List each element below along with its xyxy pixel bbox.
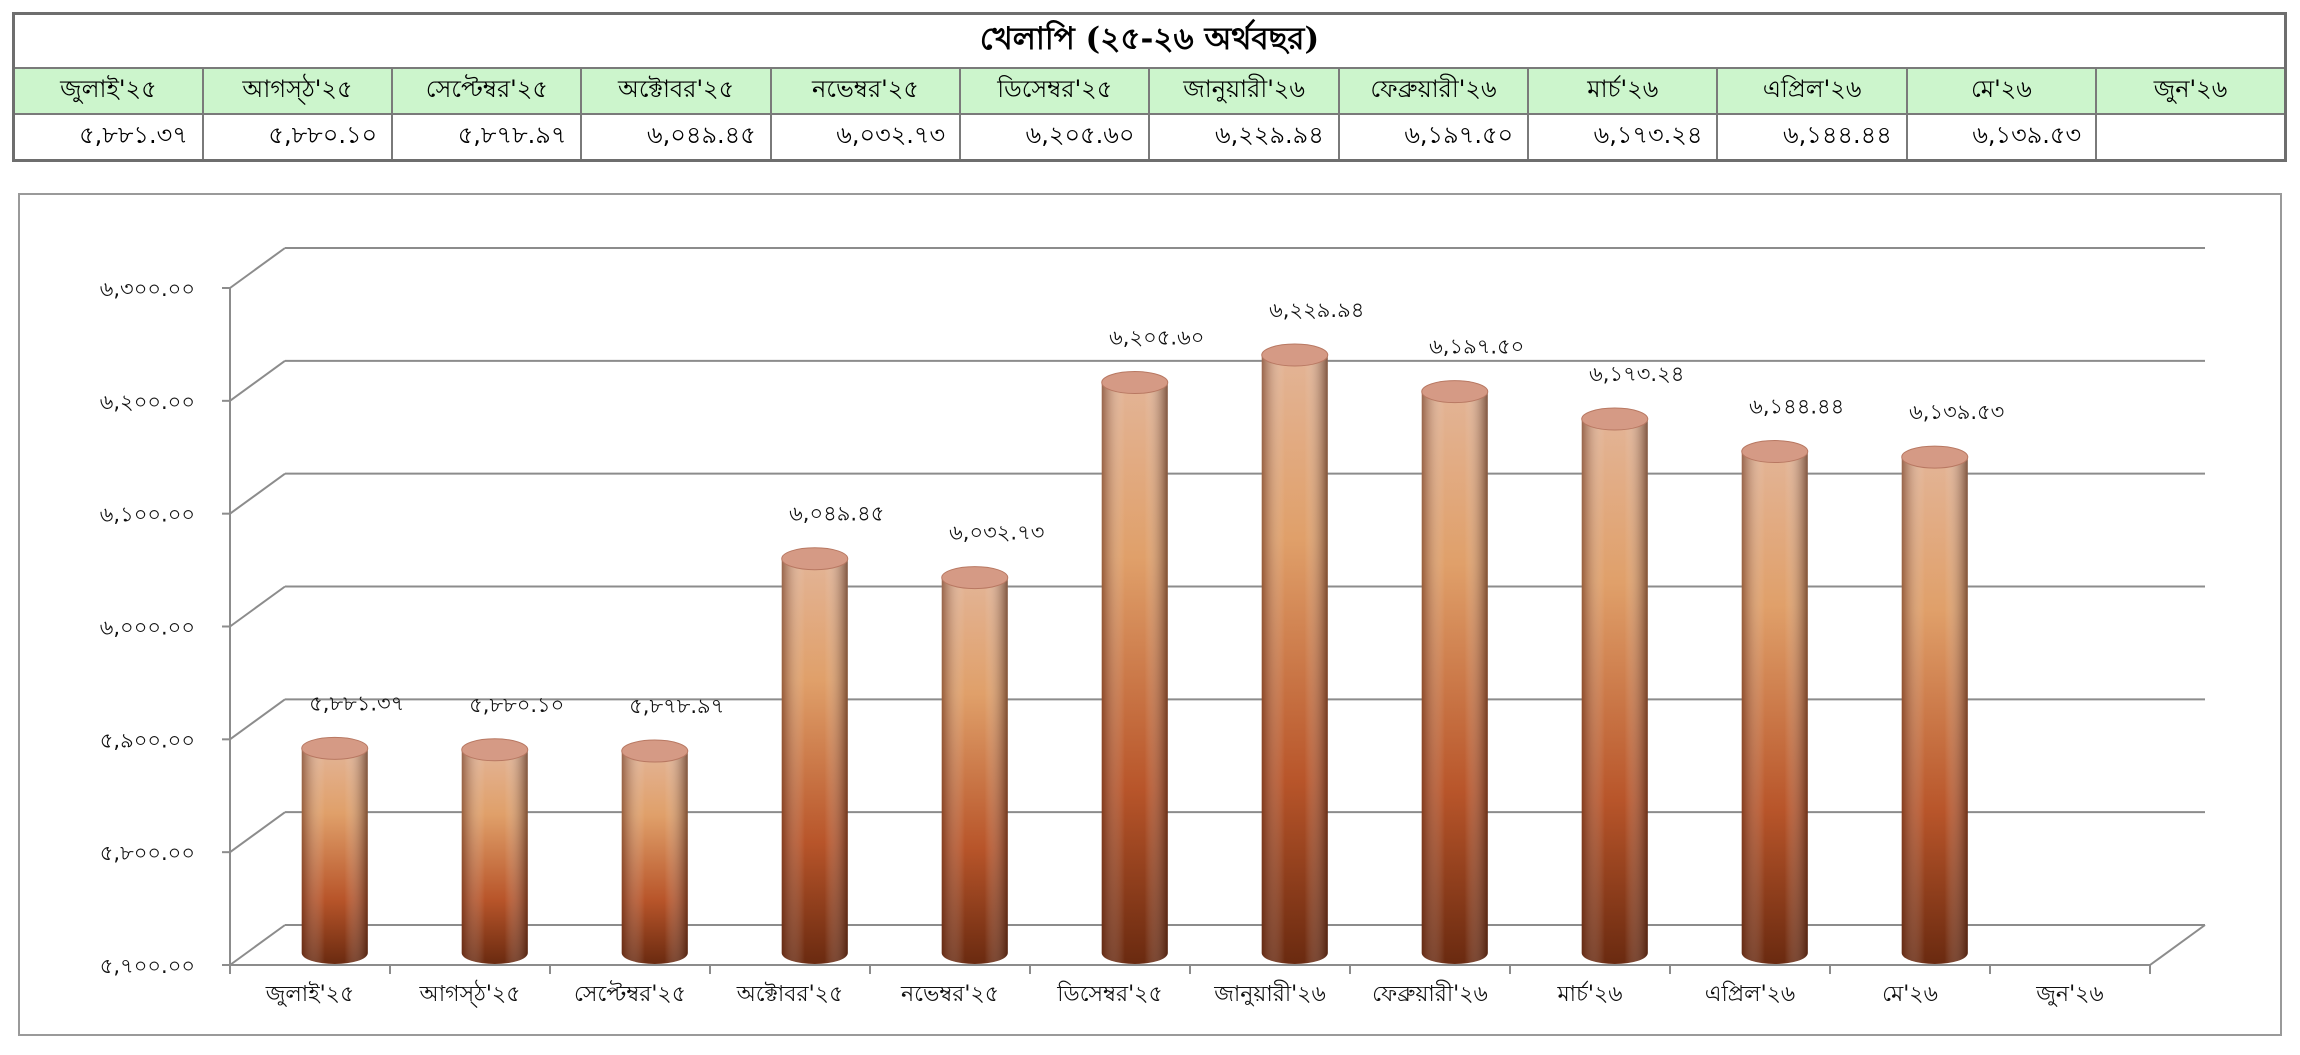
summary-table: খেলাপি (২৫-২৬ অর্থবছর) জুলাই'২৫ আগস্ঠ'২৫ স… — [12, 12, 2287, 162]
table-value-cell: ৬,০৪৯.৪৫ — [580, 113, 772, 162]
table-title: খেলাপি (২৫-২৬ অর্থবছর) — [12, 12, 2287, 69]
chart-area: ৫,৭০০.০০ ৫,৮০০.০০ ৫,৯০০.০০ ৬,০০০.০০ ৬,১০০.০০… — [18, 193, 2282, 1036]
data-label: ৬,১৩৯.৫৩ — [1909, 400, 2004, 424]
table-month-cell: অক্টোবর'২৫ — [580, 67, 772, 115]
bar-cylinder — [1261, 343, 1329, 965]
table-month-cell: এপ্রিল'২৬ — [1716, 67, 1908, 115]
bar-cylinder — [1581, 407, 1649, 965]
bar-cylinder — [941, 566, 1009, 965]
y-tick-label: ৫,৭০০.০০ — [100, 954, 195, 978]
table-month-cell: জুলাই'২৫ — [12, 67, 204, 115]
table-value-cell: ৫,৮৮০.১০ — [201, 113, 394, 162]
table-value-cell: ৫,৮৭৮.৯৭ — [391, 113, 583, 162]
data-label: ৬,১৪৪.৪৪ — [1749, 395, 1844, 419]
y-tick-label: ৬,১০০.০০ — [100, 503, 195, 527]
data-label: ৬,০৪৯.৪৫ — [789, 502, 884, 526]
table-value-cell: ৬,২২৯.৯৪ — [1148, 113, 1340, 162]
grid-depth-line — [229, 811, 286, 853]
y-tick-label: ৬,০০০.০০ — [100, 616, 195, 640]
bar-chart: ৫,৭০০.০০ ৫,৮০০.০০ ৫,৯০০.০০ ৬,০০০.০০ ৬,১০০.০০… — [100, 247, 2206, 1008]
grid-depth-line — [229, 924, 286, 966]
table-month-cell: মার্চ'২৬ — [1527, 67, 1719, 115]
x-tick-label: জানুয়ারী'২৬ — [1213, 980, 1326, 1007]
bar-cylinder — [1741, 440, 1809, 965]
table-month-cell: জুন'২৬ — [2095, 67, 2287, 115]
table-month-cell: ফেব্রুয়ারী'২৬ — [1337, 67, 1530, 115]
table-month-cell: জানুয়ারী'২৬ — [1148, 67, 1340, 115]
bar-cylinder — [781, 547, 849, 965]
grid-depth-line — [229, 585, 286, 628]
y-tick-label: ৫,৯০০.০০ — [100, 728, 195, 752]
table-title-row: খেলাপি (২৫-২৬ অর্থবছর) — [12, 12, 2287, 69]
table-value-cell: ৬,১৯৭.৫০ — [1337, 113, 1530, 162]
x-tick-label: নভেম্বর'২৫ — [900, 982, 999, 1007]
table-month-cell: মে'২৬ — [1905, 67, 2098, 115]
table-value-cell: ৬,১৪৪.৪৪ — [1716, 113, 1908, 162]
x-tick-label: মার্চ'২৬ — [1556, 980, 1622, 1007]
y-tick-label: ৬,৩০০.০০ — [100, 277, 195, 301]
table-value-cell: ৬,২০৫.৬০ — [959, 113, 1151, 162]
x-tick-label: জুলাই'২৫ — [265, 981, 355, 1008]
x-tick-label: অক্টোবর'২৫ — [736, 982, 844, 1007]
bar-cylinder — [621, 739, 689, 965]
table-value-cell: ৫,৮৮১.৩৭ — [12, 113, 204, 162]
bar-cylinder — [461, 738, 529, 965]
data-label: ৬,২২৯.৯৪ — [1269, 298, 1364, 322]
data-label: ৫,৮৮০.১০ — [469, 693, 564, 717]
x-tick-label: সেপ্টেম্বর'২৫ — [574, 980, 686, 1007]
x-tick-label: এপ্রিল'২৬ — [1705, 981, 1796, 1007]
grid-depth-line — [229, 247, 286, 289]
bar-cylinder — [1421, 380, 1489, 965]
x-tick-label: ডিসেম্বর'২৫ — [1056, 981, 1163, 1007]
bar-cylinder — [1101, 371, 1169, 965]
x-tick-label: জুন'২৬ — [2035, 982, 2103, 1008]
table-value-cell: ৬,১৩৯.৫৩ — [1905, 113, 2098, 162]
y-tick-label: ৬,২০০.০০ — [100, 390, 195, 414]
table-value-cell: ৬,০৩২.৭৩ — [769, 113, 962, 162]
data-label: ৬,১৯৭.৫০ — [1429, 335, 1524, 359]
floor-edge-line — [2149, 924, 2206, 966]
bar-cylinder — [301, 736, 369, 965]
y-tick-label: ৫,৮০০.০০ — [100, 841, 195, 865]
table-month-cell: সেপ্টেম্বর'২৫ — [391, 67, 583, 115]
table-value-cell — [2095, 113, 2287, 162]
grid-depth-line — [229, 698, 286, 741]
bar-cylinder — [1901, 445, 1969, 965]
grid-depth-line — [229, 472, 286, 515]
x-tick-label: আগস্ঠ'২৫ — [419, 980, 521, 1008]
data-label: ৫,৮৭৮.৯৭ — [629, 694, 724, 718]
data-label: ৬,০৩২.৭৩ — [949, 521, 1044, 545]
x-tick-label: মে'২৬ — [1882, 982, 1938, 1007]
data-label: ৫,৮৮১.৩৭ — [309, 691, 404, 715]
grid-depth-line — [229, 360, 286, 402]
x-tick-label: ফেব্রুয়ারী'২৬ — [1372, 980, 1488, 1007]
table-month-cell: আগস্ঠ'২৫ — [201, 67, 394, 115]
data-label: ৬,২০৫.৬০ — [1109, 326, 1204, 350]
table-month-cell: ডিসেম্বর'২৫ — [959, 67, 1151, 115]
table-month-row: জুলাই'২৫ আগস্ঠ'২৫ সেপ্টেম্বর'২৫ অক্টোবর'২৫ ন… — [12, 67, 2287, 115]
table-value-cell: ৬,১৭৩.২৪ — [1527, 113, 1719, 162]
table-month-cell: নভেম্বর'২৫ — [769, 67, 962, 115]
table-value-row: ৫,৮৮১.৩৭ ৫,৮৮০.১০ ৫,৮৭৮.৯৭ ৬,০৪৯.৪৫ ৬,০৩২.৭৩… — [12, 113, 2287, 162]
data-label: ৬,১৭৩.২৪ — [1589, 362, 1684, 386]
